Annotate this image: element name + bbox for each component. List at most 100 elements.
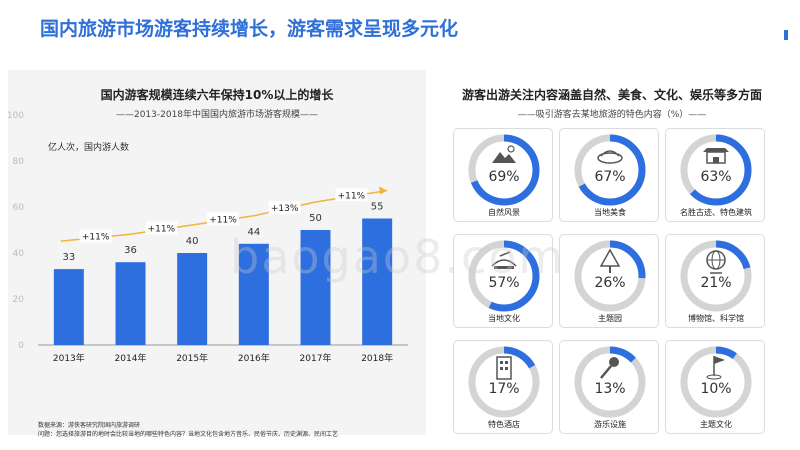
bar-value-label: 40 (186, 236, 199, 247)
donut-percent-label: 69% (488, 169, 520, 185)
donut-category-label: 名胜古迹、特色建筑 (680, 208, 752, 217)
interest-card: 13% 游乐设施 (559, 340, 659, 434)
unit-note: 亿人次，国内游人数 (48, 143, 130, 153)
golf-flag-icon (706, 356, 725, 380)
y-tick-label: 20 (13, 295, 25, 305)
food-dish-icon (597, 150, 623, 164)
growth-label-bg (268, 200, 301, 214)
donut-slice (574, 134, 646, 206)
interest-card: 69% 自然风景 (453, 128, 553, 222)
donut-percent-label: 10% (700, 381, 732, 397)
donut-percent-label: 21% (700, 275, 732, 291)
donut-category-label: 当地文化 (488, 314, 520, 323)
bar (362, 218, 393, 345)
donut-ring (468, 134, 540, 206)
y-tick-label: 0 (18, 341, 24, 351)
donut-slice (468, 134, 540, 206)
right-panel-title: 游客出游关注内容涵盖自然、美食、文化、娱乐等多方面 (461, 88, 762, 102)
x-tick-label: 2013年 (53, 352, 85, 364)
page-title: 国内旅游市场游客持续增长，游客需求呈现多元化 (40, 18, 459, 40)
donut-slice (468, 346, 540, 418)
donut-ring (574, 346, 646, 418)
bar-value-label: 50 (309, 213, 322, 224)
trend-arrow-head (379, 186, 388, 195)
interest-card: 26% 主题园 (559, 234, 659, 328)
donut-slice (680, 134, 752, 206)
culture-icon (491, 251, 517, 269)
donut-category-label: 游乐设施 (594, 420, 626, 429)
donut-percent-label: 57% (488, 275, 520, 291)
right-panel-subtitle: ——吸引游客去某地旅游的特色内容（%）—— (517, 110, 707, 120)
x-tick-label: 2018年 (361, 352, 393, 364)
growth-label: +11% (338, 191, 366, 201)
donut-percent-label: 17% (488, 381, 520, 397)
growth-label: +13% (271, 204, 299, 214)
growth-label: +11% (148, 225, 176, 235)
visitor-bar-chart: 0 20 40 60 80 100 33 2013年 36 2014年 40 2015年 44 2016年… (8, 111, 408, 364)
donut-percent-label: 13% (594, 381, 626, 397)
donut-percent-label: 67% (594, 169, 626, 185)
donut-ring (680, 346, 752, 418)
interest-card: 21% 博物馆、科学馆 (665, 234, 765, 328)
interest-card: 67% 当地美食 (559, 128, 659, 222)
growth-label-bg (335, 188, 368, 202)
growth-label: +11% (82, 233, 110, 243)
hotel-building-icon (496, 356, 512, 380)
globe-icon (706, 250, 726, 274)
growth-label: +11% (209, 215, 237, 225)
right-panel-subtitle-text: 吸引游客去某地旅游的特色内容（%） (535, 110, 689, 120)
mountain-sun-icon (492, 145, 516, 163)
tree-icon (599, 248, 621, 273)
bar (53, 269, 84, 345)
donut-percent-label: 26% (594, 275, 626, 291)
source-note: 数据来源：游侠客研究院国内旅游调研 (38, 422, 141, 429)
donut-ring (574, 240, 646, 312)
bar (238, 243, 269, 345)
title-accent-bar (784, 30, 788, 40)
donut-slice (574, 240, 646, 312)
donut-category-label: 博物馆、科学馆 (688, 314, 744, 323)
growth-label-bg (79, 229, 112, 243)
visitor-growth-panel: 国内游客规模连续六年保持10%以上的增长 ——2013-2018年中国国内旅游市… (8, 70, 426, 438)
donut-slice (468, 240, 540, 312)
donut-slice (680, 346, 752, 418)
interest-card: 63% 名胜古迹、特色建筑 (665, 128, 765, 222)
x-tick-label: 2014年 (115, 352, 147, 364)
growth-label-bg (207, 212, 239, 226)
growth-label-bg (145, 221, 178, 235)
pagoda-icon (703, 148, 729, 164)
donut-category-label: 自然风景 (488, 208, 520, 217)
bar-value-label: 36 (124, 245, 137, 256)
donut-slice (680, 240, 752, 312)
donut-category-label: 当地美食 (594, 208, 626, 217)
bar-value-label: 44 (247, 227, 260, 238)
y-tick-label: 80 (13, 157, 25, 167)
bar (115, 262, 146, 345)
interest-card: 17% 特色酒店 (453, 340, 553, 434)
bar-value-label: 55 (371, 202, 384, 213)
left-panel-subtitle: ——2013-2018年中国国内旅游市场游客规模—— (115, 110, 319, 120)
donut-category-label: 主题园 (598, 314, 622, 323)
y-tick-label: 40 (13, 249, 25, 259)
microphone-icon (600, 357, 619, 379)
left-panel-subtitle-text: 2013-2018年中国国内旅游市场游客规模 (133, 110, 301, 120)
bar (177, 253, 208, 345)
interest-card: 57% 当地文化 (453, 234, 553, 328)
watermark-text: baogao8.com (230, 230, 566, 284)
x-tick-label: 2015年 (176, 352, 208, 364)
question-note: 问题：您选择旅游目的地时会比较当地的哪些特色内容？当地文化包含地方音乐、民俗节庆… (38, 431, 339, 438)
donut-ring (468, 346, 540, 418)
donut-category-label: 特色酒店 (488, 420, 520, 429)
x-tick-label: 2017年 (300, 352, 332, 364)
donut-ring (574, 134, 646, 206)
y-tick-label: 100 (8, 111, 24, 121)
donut-slice (574, 346, 646, 418)
donut-ring (680, 240, 752, 312)
donut-ring (468, 240, 540, 312)
x-tick-label: 2016年 (238, 352, 270, 364)
donut-percent-label: 63% (700, 169, 732, 185)
donut-category-label: 主题文化 (700, 420, 732, 429)
donut-ring (680, 134, 752, 206)
interest-card: 10% 主题文化 (665, 340, 765, 434)
bar-value-label: 33 (62, 252, 75, 263)
